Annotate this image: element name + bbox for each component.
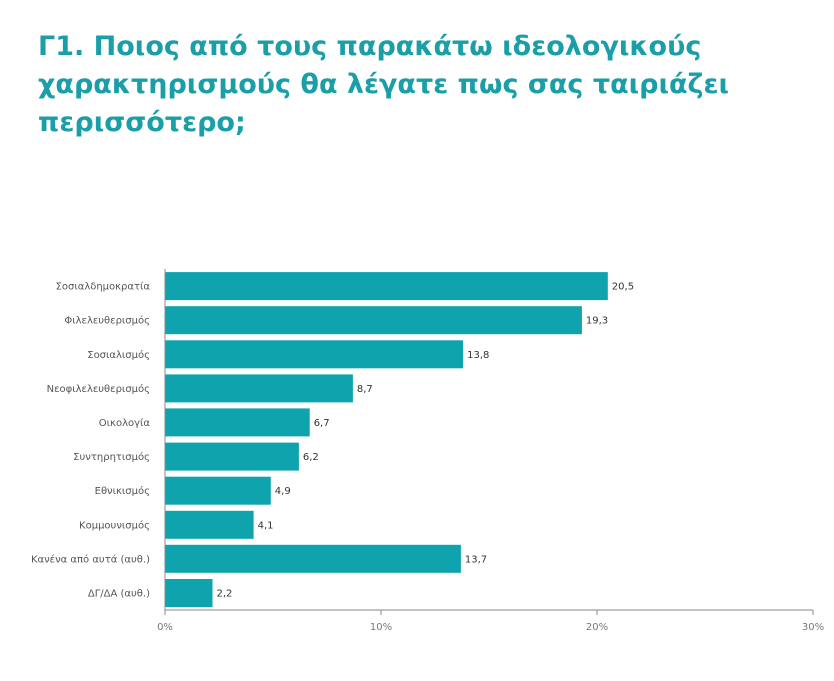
bar-10: [165, 579, 213, 607]
category-label-6: Συντηρητισμός: [73, 451, 150, 463]
value-labels: 20,5 19,3 13,8 8,7 6,7 6,2 4,9 4,1 13,7 2,2: [217, 282, 635, 600]
x-axis-ticks: [164, 610, 814, 615]
category-label-2: Φιλελευθερισμός: [64, 315, 150, 327]
chart-title: Γ1. Ποιος από τους παρακάτω ιδεολογικούς…: [38, 31, 730, 138]
value-label-3: 13,8: [467, 350, 489, 361]
category-label-9: Κανένα από αυτά (αυθ.): [31, 553, 150, 565]
value-label-4: 8,7: [357, 384, 373, 395]
category-label-3: Σοσιαλισμός: [87, 349, 150, 361]
value-label-5: 6,7: [314, 418, 330, 429]
bar-9: [165, 544, 461, 573]
value-label-1: 20,5: [612, 282, 634, 293]
bar-5: [165, 408, 310, 437]
category-label-1: Σοσιαλδημοκρατία: [56, 281, 151, 293]
value-label-2: 19,3: [586, 316, 608, 327]
bar-4: [165, 374, 353, 403]
bar-6: [165, 442, 299, 471]
bar-3: [165, 340, 464, 369]
x-axis-tick-labels: 0% 10% 20% 30%: [157, 622, 824, 633]
value-label-7: 4,9: [275, 486, 291, 497]
category-label-8: Κομμουνισμός: [79, 519, 150, 531]
category-labels: Σοσιαλδημοκρατία Φιλελευθερισμός Σοσιαλισμ…: [31, 281, 150, 600]
x-tick-label-2: 10%: [370, 622, 392, 633]
bar-1: [165, 272, 608, 301]
bar-8: [165, 510, 254, 539]
category-label-5: Οικολογία: [99, 417, 151, 429]
category-label-7: Εθνικισμός: [95, 485, 150, 497]
bar-2: [165, 306, 582, 335]
value-label-10: 2,2: [217, 589, 233, 600]
bar-7: [165, 476, 271, 505]
bars-group: [165, 272, 608, 607]
category-label-4: Νεοφιλελευθερισμός: [47, 383, 150, 395]
x-tick-label-4: 30%: [802, 622, 824, 633]
value-label-9: 13,7: [465, 554, 487, 565]
x-tick-label-1: 0%: [157, 622, 173, 633]
value-label-6: 6,2: [303, 452, 319, 463]
x-tick-label-3: 20%: [586, 622, 608, 633]
value-label-8: 4,1: [258, 520, 274, 531]
category-label-10: ΔΓ/ΔΑ (αυθ.): [88, 589, 150, 600]
